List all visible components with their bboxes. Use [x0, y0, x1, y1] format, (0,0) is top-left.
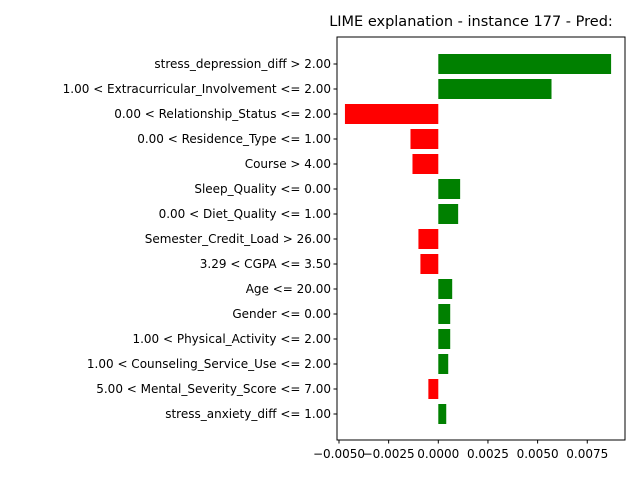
- x-tick-label: 0.0000: [417, 447, 459, 461]
- bar-13: [428, 379, 439, 399]
- bar-8: [420, 254, 439, 274]
- bar-11: [438, 329, 451, 349]
- x-tick-label: 0.0050: [517, 447, 559, 461]
- x-axis-ticks: −0.0050−0.0025 0.0000 0.0025 0.0050 0.0075: [313, 440, 608, 461]
- y-tick-label: stress_anxiety_diff <= 1.00: [165, 407, 331, 421]
- bar-7: [418, 229, 439, 249]
- y-tick-label: 1.00 < Physical_Activity <= 2.00: [132, 332, 331, 346]
- x-tick-label: −0.0025: [363, 447, 415, 461]
- y-axis-ticks: stress_depression_diff > 2.00 1.00 < Extr…: [63, 57, 337, 421]
- bar-3: [410, 129, 439, 149]
- bar-4: [412, 154, 439, 174]
- y-tick-label: 0.00 < Diet_Quality <= 1.00: [159, 207, 331, 221]
- x-tick-label: 0.0075: [566, 447, 608, 461]
- y-tick-label: Course > 4.00: [245, 157, 331, 171]
- bar-12: [438, 354, 449, 374]
- x-tick-label: 0.0025: [467, 447, 509, 461]
- y-tick-label: Sleep_Quality <= 0.00: [194, 182, 331, 196]
- bar-2: [344, 104, 439, 124]
- y-tick-label: Gender <= 0.00: [232, 307, 331, 321]
- bar-10: [438, 304, 451, 324]
- y-tick-label: Semester_Credit_Load > 26.00: [145, 232, 331, 246]
- y-tick-label: 1.00 < Extracurricular_Involvement <= 2.…: [63, 82, 331, 96]
- y-tick-label: 3.29 < CGPA <= 3.50: [200, 257, 331, 271]
- y-tick-label: 5.00 < Mental_Severity_Score <= 7.00: [96, 382, 331, 396]
- bar-6: [438, 204, 459, 224]
- y-tick-label: 1.00 < Counseling_Service_Use <= 2.00: [87, 357, 331, 371]
- bar-0: [438, 54, 612, 74]
- chart-title: LIME explanation - instance 177 - Pred:: [329, 14, 613, 30]
- bars-group: [344, 54, 612, 424]
- bar-5: [438, 179, 461, 199]
- bar-14: [438, 404, 447, 424]
- x-tick-label: −0.0050: [313, 447, 365, 461]
- y-tick-label: Age <= 20.00: [246, 282, 331, 296]
- y-tick-label: stress_depression_diff > 2.00: [154, 57, 331, 71]
- bar-9: [438, 279, 453, 299]
- y-tick-label: 0.00 < Relationship_Status <= 2.00: [114, 107, 331, 121]
- y-tick-label: 0.00 < Residence_Type <= 1.00: [137, 132, 331, 146]
- bar-1: [438, 79, 552, 99]
